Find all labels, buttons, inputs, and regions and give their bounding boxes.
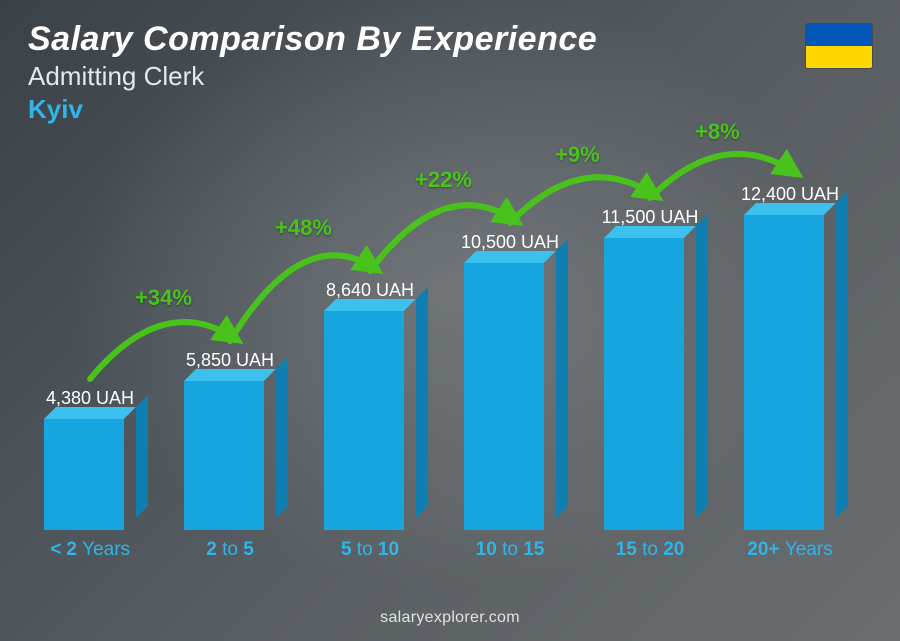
bar [324,311,416,530]
bar [184,381,276,530]
bar [464,263,556,530]
bar-side-face [136,395,148,518]
x-axis: < 2 Years 2 to 5 5 to 10 10 to 15 15 to 20 20… [30,530,850,570]
increase-label: +34% [135,285,192,311]
bar-side-face [696,214,708,518]
bar-front [44,419,124,530]
increase-label: +48% [275,215,332,241]
bar-front [744,215,824,530]
value-label: 8,640 UAH [326,280,414,301]
bar [44,419,136,530]
bar-top-face [184,369,276,381]
bar [604,238,696,530]
bar-column: 10,500 UAH [450,232,570,530]
bar-column: 8,640 UAH [310,280,430,530]
x-axis-label: < 2 Years [30,539,150,561]
flag-ukraine [806,24,872,68]
bar-column: 11,500 UAH [590,207,710,530]
value-label: 10,500 UAH [461,232,559,253]
bar-chart: 4,380 UAH 5,850 UAH 8,640 UAH 10,500 UAH 11,… [30,140,850,570]
bar-top-face [604,226,696,238]
bar-side-face [416,287,428,518]
flag-bottom-stripe [806,46,872,68]
value-label: 5,850 UAH [186,350,274,371]
bar-side-face [276,357,288,518]
footer-credit: salaryexplorer.com [0,609,900,627]
bar-front [604,238,684,530]
increase-label: +9% [555,142,600,168]
increase-label: +22% [415,167,472,193]
x-axis-label: 10 to 15 [450,539,570,561]
title-block: Salary Comparison By Experience Admittin… [28,20,597,125]
bar-top-face [44,407,136,419]
title-location: Kyiv [28,94,597,125]
value-label: 11,500 UAH [602,207,699,228]
bar-top-face [324,299,416,311]
bar-side-face [556,239,568,518]
bar-side-face [836,191,848,518]
bar-top-face [464,251,556,263]
bar-front [184,381,264,530]
bars-container: 4,380 UAH 5,850 UAH 8,640 UAH 10,500 UAH 11,… [30,170,850,530]
bar-column: 12,400 UAH [730,184,850,530]
bar [744,215,836,530]
title-main: Salary Comparison By Experience [28,20,597,59]
bar-column: 4,380 UAH [30,388,150,530]
title-subtitle: Admitting Clerk [28,61,597,92]
increase-label: +8% [695,119,740,145]
flag-top-stripe [806,24,872,46]
x-axis-label: 5 to 10 [310,539,430,561]
bar-column: 5,850 UAH [170,350,290,530]
x-axis-label: 2 to 5 [170,539,290,561]
infographic-stage: Salary Comparison By Experience Admittin… [0,0,900,641]
bar-front [464,263,544,530]
x-axis-label: 20+ Years [730,539,850,561]
bar-top-face [744,203,836,215]
bar-front [324,311,404,530]
x-axis-label: 15 to 20 [590,539,710,561]
value-label: 12,400 UAH [741,184,839,205]
value-label: 4,380 UAH [46,388,134,409]
